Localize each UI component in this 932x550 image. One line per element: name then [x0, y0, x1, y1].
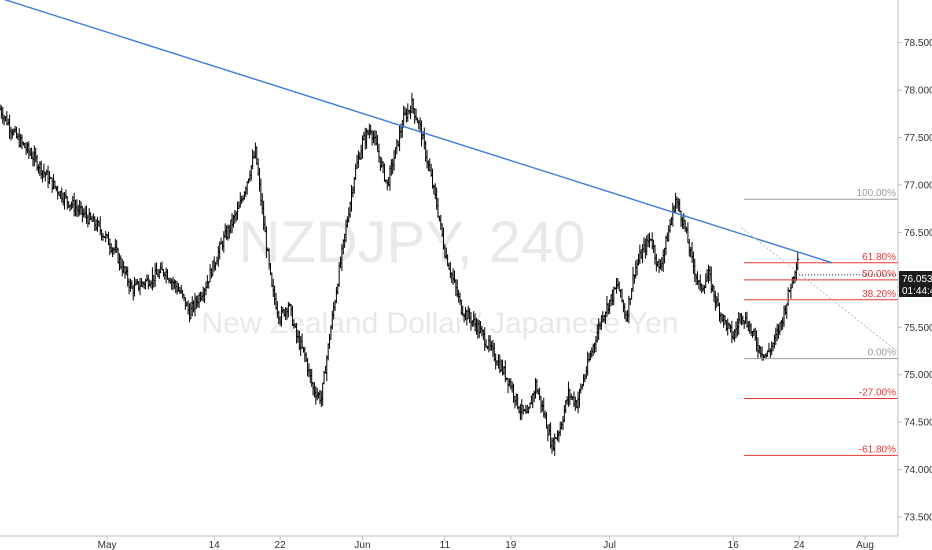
time-tick-label: 24 — [794, 540, 806, 550]
price-tick-label: 76.500 — [904, 228, 932, 239]
price-tick-label: 74.000 — [904, 465, 932, 476]
time-axis[interactable]: May 14 22 Jun 11 19 Jul 16 24 Aug — [0, 535, 898, 550]
watermark-separator: , — [457, 210, 489, 275]
time-tick-label: Jun — [354, 540, 370, 550]
time-tick-label: Aug — [856, 540, 874, 550]
last-price-countdown: 01:44:44 — [902, 286, 932, 297]
fib-level-label: 38.20% — [862, 289, 896, 300]
last-price-value: 76.053 — [902, 274, 932, 285]
fib-level-label: 50.00% — [862, 269, 896, 280]
price-tick-label: 75.500 — [904, 323, 932, 334]
time-tick-label: May — [98, 540, 117, 550]
price-tick-label: 78.500 — [904, 38, 932, 49]
candles-layer — [0, 92, 800, 456]
trendline[interactable] — [0, 0, 833, 264]
price-tick-label: 77.500 — [904, 133, 932, 144]
time-tick-label: 11 — [440, 540, 451, 550]
drawings-layer[interactable] — [0, 0, 907, 359]
fib-level-label: 100.00% — [857, 188, 897, 199]
time-tick-label: 16 — [728, 540, 740, 550]
price-tick-label: 78.000 — [904, 86, 932, 97]
price-tick-label: 77.000 — [904, 180, 932, 191]
fib-level-label: -61.80% — [859, 444, 896, 455]
price-tick-label: 73.500 — [904, 513, 932, 524]
time-tick-label: 14 — [209, 540, 221, 550]
time-axis-ticks: May 14 22 Jun 11 19 Jul 16 24 Aug — [98, 536, 874, 550]
last-price-tag — [899, 271, 932, 297]
last-price-marker: 76.053 01:44:44 — [899, 271, 932, 297]
watermark-interval: 240 — [489, 210, 586, 275]
candle — [796, 251, 800, 271]
price-tick-label: 75.000 — [904, 370, 932, 381]
fib-level-label: 0.00% — [868, 348, 896, 359]
fib-level-label: -27.00% — [859, 387, 896, 398]
fib-level-label: 61.80% — [862, 252, 896, 263]
price-tick-label: 74.500 — [904, 418, 932, 429]
time-tick-label: Jul — [603, 540, 616, 550]
fibonacci-retracement[interactable]: 100.00% 61.80% 50.00% 38.20% 0.00% -27.00% -61… — [743, 188, 898, 456]
time-tick-label: 19 — [505, 540, 517, 550]
watermark-symbol-name: NZDJPY — [238, 210, 463, 275]
time-tick-label: 22 — [275, 540, 287, 550]
watermark-symbol: NZDJPY, 240 — [238, 210, 585, 275]
dotted-projection-line[interactable] — [741, 227, 907, 359]
